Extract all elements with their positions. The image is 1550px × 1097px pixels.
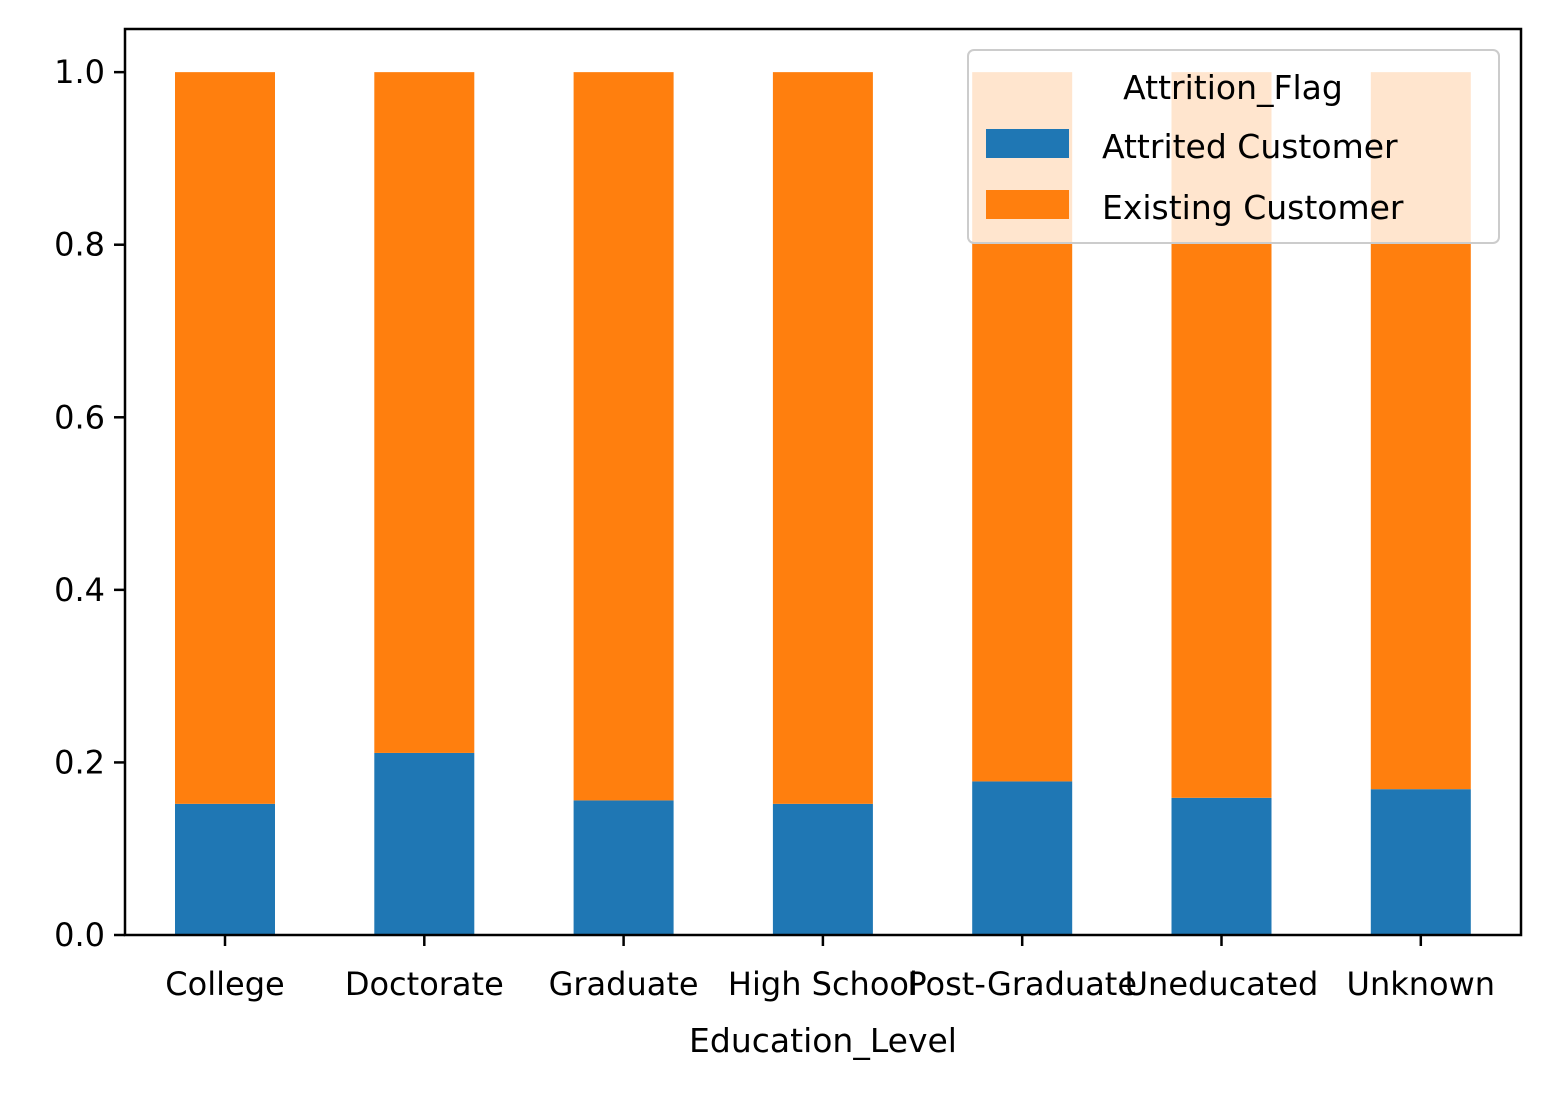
legend-box <box>967 49 1500 244</box>
y-tick-label: 1.0 <box>54 53 105 91</box>
y-tick-label: 0.8 <box>54 226 105 264</box>
x-tick-label: Doctorate <box>345 965 504 1003</box>
x-tick-label: Post-Graduate <box>907 965 1137 1003</box>
legend-label-existing: Existing Customer <box>1102 188 1404 227</box>
bar-attrited-college <box>175 803 275 935</box>
y-tick-label: 0.4 <box>54 571 105 609</box>
bar-attrited-graduate <box>573 800 674 935</box>
bar-existing-doctorate <box>374 72 475 753</box>
bar-attrited-high-school <box>772 803 873 935</box>
x-tick-label: Graduate <box>549 965 699 1003</box>
x-tick-label: Unknown <box>1347 965 1496 1003</box>
legend-label-attrited: Attrited Customer <box>1102 127 1398 166</box>
legend-swatch-existing <box>986 190 1069 219</box>
bar-existing-graduate <box>573 72 674 801</box>
x-axis: College Doctorate Graduate High SchoolPost-… <box>165 935 1495 1003</box>
y-axis: 0.0 0.2 0.4 0.6 0.8 1.0 <box>54 53 125 954</box>
legend-title: Attrition_Flag <box>1123 68 1343 107</box>
legend-swatch-attrited <box>986 129 1069 158</box>
axes-layer: 0.0 0.2 0.4 0.6 0.8 1.0 College Doctorate Gradu… <box>54 27 1523 1060</box>
legend-items: Attrited Customer Existing Customer <box>986 127 1404 227</box>
x-tick-label: High School <box>728 965 918 1003</box>
y-tick-label: 0.0 <box>54 916 105 954</box>
bar-attrited-uneducated <box>1171 797 1272 935</box>
bars-layer <box>175 72 1471 935</box>
bar-attrited-unknown <box>1370 789 1471 935</box>
bar-attrited-doctorate <box>374 752 475 935</box>
y-tick-label: 0.6 <box>54 398 105 436</box>
bar-existing-college <box>175 72 275 804</box>
y-tick-label: 0.2 <box>54 743 105 781</box>
x-axis-label: Education_Level <box>689 1021 957 1060</box>
bar-existing-high-school <box>772 72 873 804</box>
x-tick-label: College <box>165 965 284 1003</box>
bar-attrited-post-graduate <box>972 781 1073 935</box>
x-tick-label: Uneducated <box>1125 965 1319 1003</box>
legend: Attrition_Flag Attrited Customer Existing… <box>967 49 1500 244</box>
